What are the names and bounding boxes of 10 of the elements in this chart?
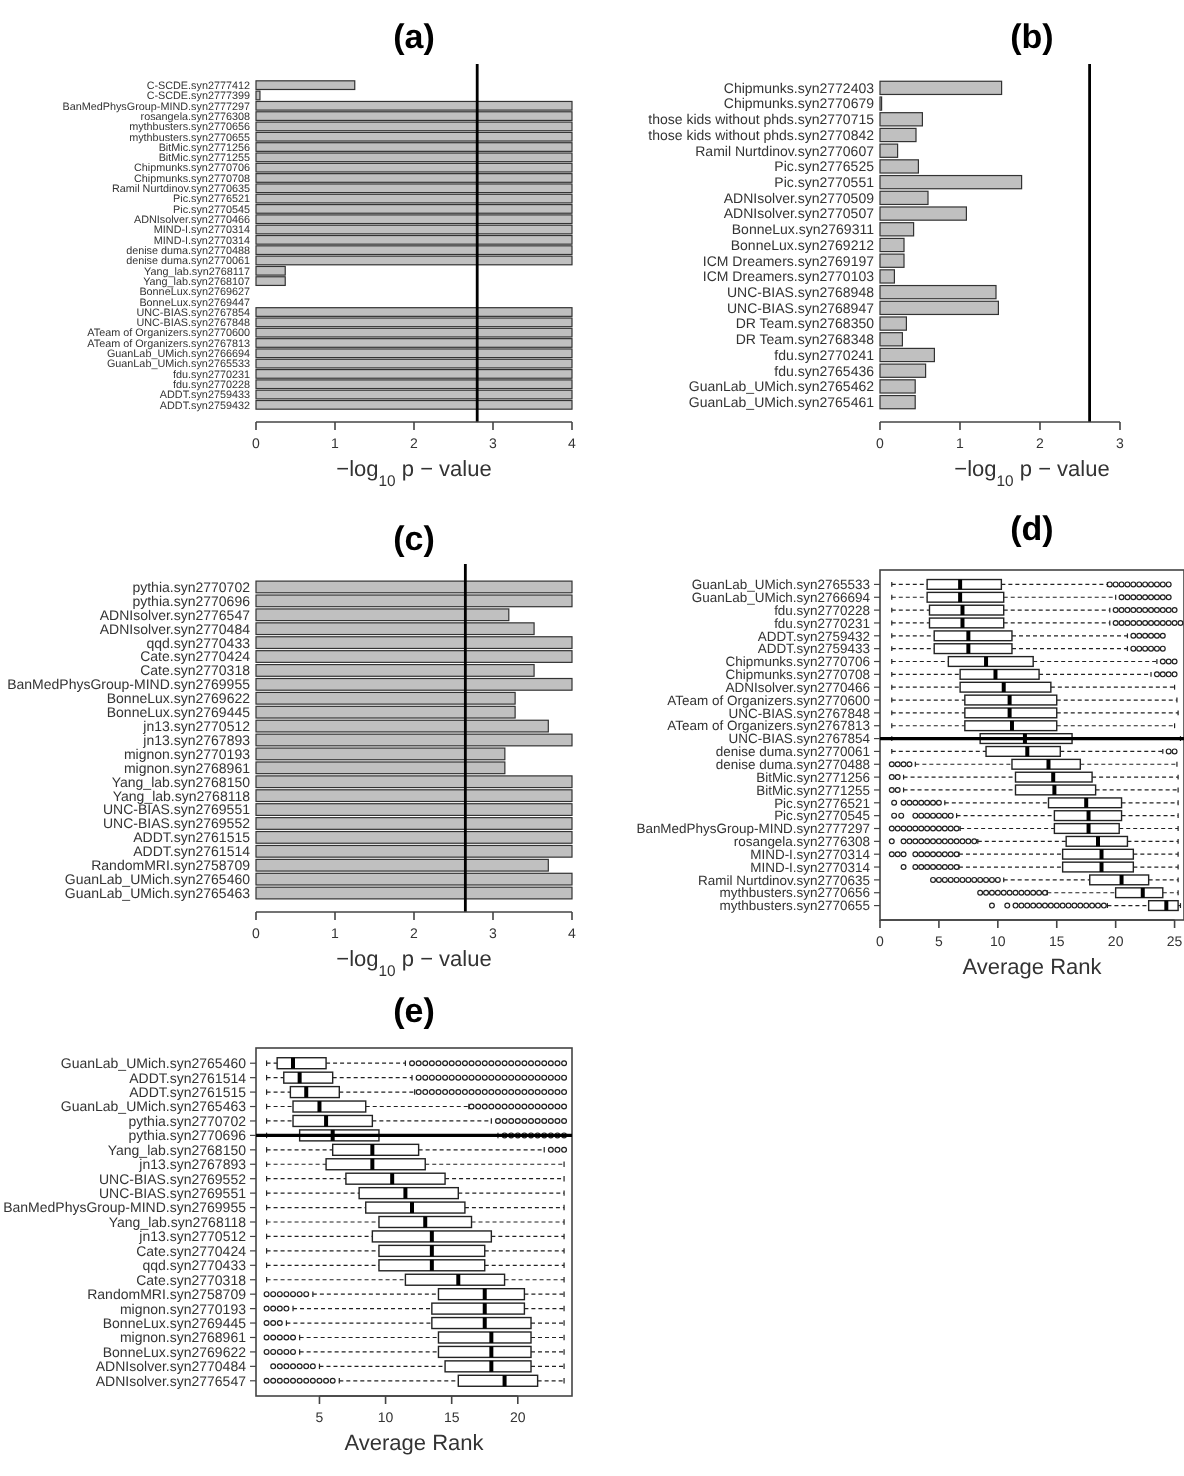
x-axis-title: Average Rank [962,956,1103,980]
x-axis-title: −log$_{10}$ p − value [336,458,492,489]
chart-title: (a) [393,18,435,56]
x-axis-title: Average Rank [344,1432,485,1456]
x-axis-title: −log$_{10}$ p − value [954,458,1110,489]
x-axis-title: −log$_{10}$ p − value [336,948,492,979]
chart-title: (e) [393,992,435,1030]
chart-title: (b) [1010,18,1054,56]
chart-title: (c) [393,520,435,558]
chart-title: (d) [1010,510,1054,548]
